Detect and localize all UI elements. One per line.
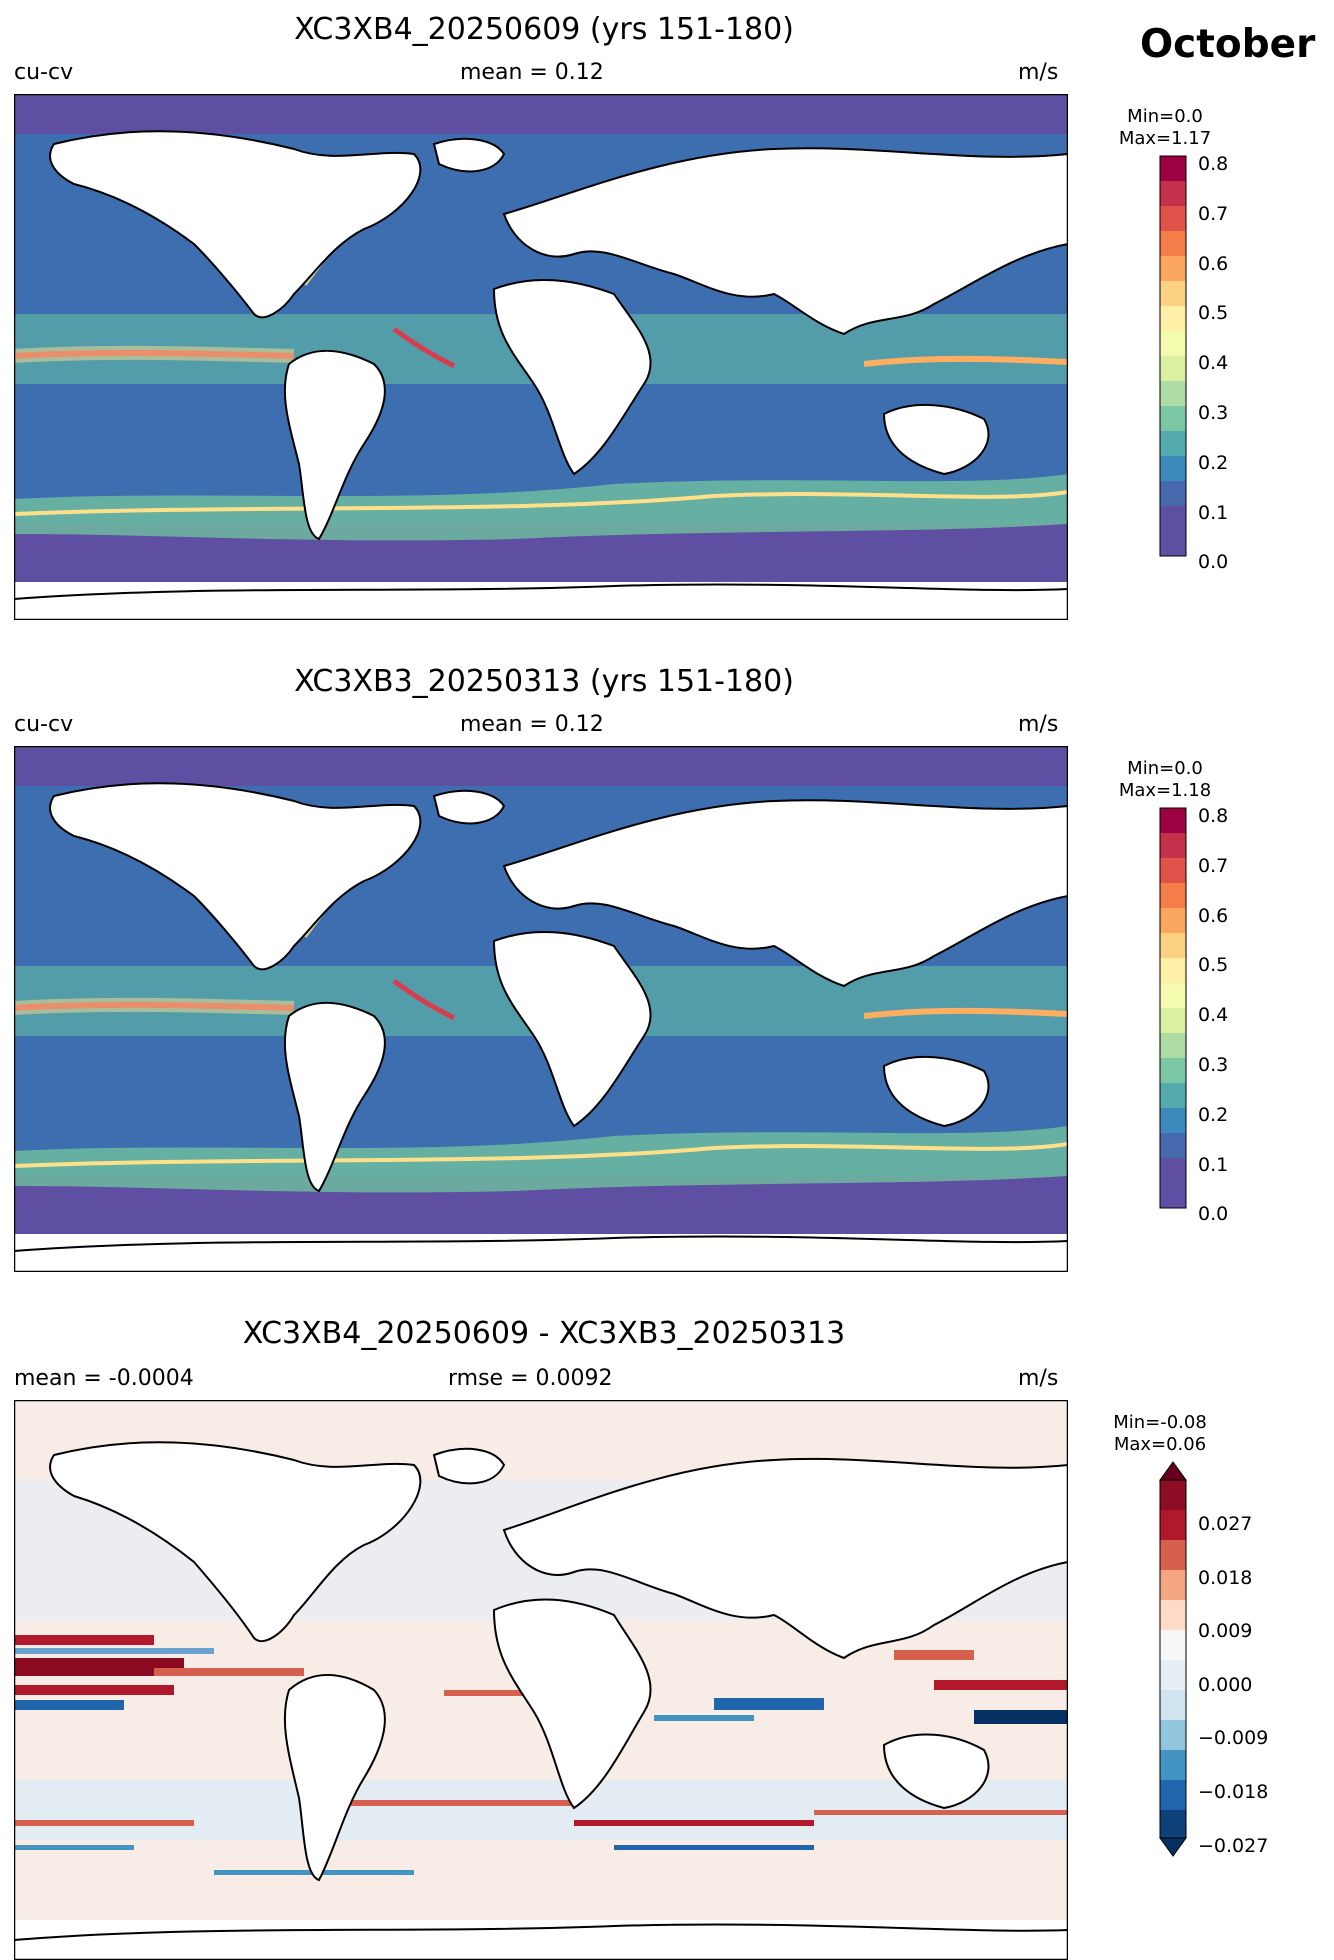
panel-3-mean-label: mean = -0.0004 <box>14 1366 194 1391</box>
panel-2-title: XC3XB3_20250313 (yrs 151-180) <box>294 664 794 699</box>
panel-2-colorbar-bar <box>1159 807 1187 1209</box>
panel-2-colorbar-ticks: 0.8 0.7 0.6 0.5 0.4 0.3 0.2 0.1 0.0 <box>1198 792 1228 1240</box>
panel-2-units-label: m/s <box>1018 712 1059 737</box>
panel-3-colorbar <box>1159 1461 1187 1857</box>
panel-3-cbar-max: Max=0.06 <box>1113 1434 1207 1455</box>
panel-3-cbar-range: Min=-0.08 Max=0.06 <box>1100 1412 1220 1456</box>
panel-1-cbar-range: Min=0.0 Max=1.17 <box>1110 106 1220 150</box>
panel-1-cbar-tick: 0.6 <box>1198 252 1229 275</box>
panel-3-colorbar-ticks: 0.027 0.018 0.009 0.000 −0.009 −0.018 −0… <box>1198 1498 1268 1873</box>
panel-3-units-label: m/s <box>1018 1366 1059 1391</box>
panel-3-cbar-tick: −0.027 <box>1198 1834 1269 1857</box>
panel-2-cbar-tick: 0.2 <box>1198 1103 1229 1126</box>
panel-1-cbar-tick: 0.0 <box>1198 551 1229 574</box>
panel-3-cbar-min: Min=-0.08 <box>1113 1412 1207 1433</box>
panel-1-cbar-tick: 0.2 <box>1198 451 1229 474</box>
panel-1-cbar-tick: 0.7 <box>1198 202 1229 225</box>
panel-2-cbar-tick: 0.3 <box>1198 1053 1229 1076</box>
panel-3-title: XC3XB4_20250609 - XC3XB3_20250313 <box>242 1316 846 1351</box>
panel-1-cbar-tick: 0.3 <box>1198 401 1229 424</box>
panel-2-cbar-tick: 0.5 <box>1198 954 1229 977</box>
panel-1-colorbar-ticks: 0.8 0.7 0.6 0.5 0.4 0.3 0.2 0.1 0.0 <box>1198 140 1228 588</box>
panel-2-variable-label: cu-cv <box>14 712 74 737</box>
panel-2-cbar-min: Min=0.0 <box>1127 758 1203 779</box>
panel-2-cbar-tick: 0.4 <box>1198 1004 1229 1027</box>
panel-2-cbar-tick: 0.0 <box>1198 1203 1229 1226</box>
panel-2-cbar-tick: 0.1 <box>1198 1153 1229 1176</box>
panel-3-cbar-tick: 0.009 <box>1198 1620 1253 1643</box>
panel-1-cbar-tick: 0.1 <box>1198 501 1229 524</box>
panel-3-cbar-tick: 0.018 <box>1198 1566 1253 1589</box>
panel-1-variable-label: cu-cv <box>14 60 74 85</box>
continents <box>14 130 1068 620</box>
panel-2-cbar-tick: 0.6 <box>1198 904 1229 927</box>
panel-1-cbar-tick: 0.8 <box>1198 153 1229 175</box>
panel-3-colorbar-bar <box>1159 1461 1187 1857</box>
panel-1-units-label: m/s <box>1018 60 1059 85</box>
panel-2-map <box>14 746 1068 1272</box>
panel-1-colorbar-bar <box>1159 155 1187 557</box>
panel-3-cbar-tick: −0.009 <box>1198 1727 1269 1750</box>
panel-2-cbar-tick: 0.8 <box>1198 805 1229 827</box>
panel-1-cbar-tick: 0.4 <box>1198 352 1229 375</box>
panel-2-cbar-tick: 0.7 <box>1198 854 1229 877</box>
panel-3-map <box>14 1400 1068 1960</box>
panel-2-cbar-range: Min=0.0 Max=1.18 <box>1110 758 1220 802</box>
month-label: October <box>1140 22 1316 67</box>
panel-2-cbar-max: Max=1.18 <box>1118 780 1212 801</box>
panel-2-mean-label: mean = 0.12 <box>460 712 604 737</box>
panel-3-cbar-tick: 0.027 <box>1198 1513 1253 1535</box>
panel-1-cbar-tick: 0.5 <box>1198 302 1229 325</box>
panel-2-colorbar <box>1159 807 1187 1209</box>
panel-1-cbar-max: Max=1.17 <box>1118 128 1212 149</box>
continents <box>14 782 1068 1272</box>
panel-1-cbar-min: Min=0.0 <box>1127 106 1203 127</box>
panel-3-rmse-label: rmse = 0.0092 <box>448 1366 613 1391</box>
panel-1-mean-label: mean = 0.12 <box>460 60 604 85</box>
panel-1-colorbar <box>1159 155 1187 557</box>
panel-1-title: XC3XB4_20250609 (yrs 151-180) <box>294 12 794 47</box>
panel-3-cbar-tick: −0.018 <box>1198 1780 1269 1803</box>
panel-3-cbar-tick: 0.000 <box>1198 1673 1253 1696</box>
panel-1-map <box>14 94 1068 620</box>
